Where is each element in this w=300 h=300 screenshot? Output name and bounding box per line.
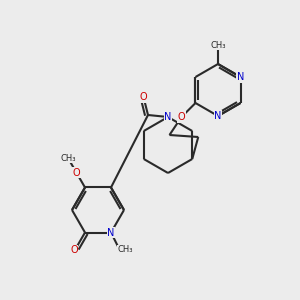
Text: N: N [214,111,222,121]
Text: CH₃: CH₃ [210,40,226,50]
Text: N: N [237,72,244,82]
Text: O: O [139,92,147,102]
Text: N: N [164,112,172,122]
Text: O: O [178,112,185,122]
Text: O: O [73,168,80,178]
Text: CH₃: CH₃ [117,245,133,254]
Text: N: N [107,227,115,238]
Text: CH₃: CH₃ [60,154,76,163]
Text: O: O [70,245,78,255]
